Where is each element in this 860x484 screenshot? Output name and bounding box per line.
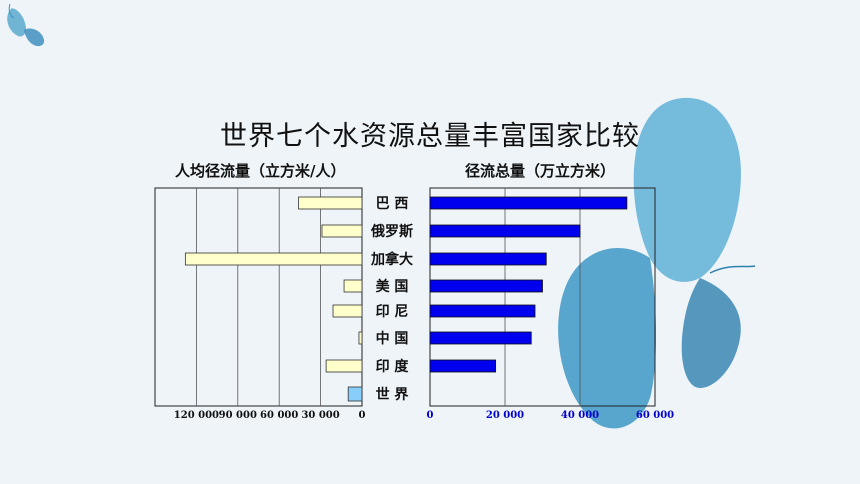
category-label: 俄罗斯 bbox=[370, 223, 413, 240]
left-bar bbox=[358, 331, 363, 345]
category-label: 加拿大 bbox=[370, 251, 413, 268]
butterfly-small-icon bbox=[7, 3, 45, 47]
left-bar bbox=[298, 196, 363, 210]
right-bar bbox=[429, 304, 536, 318]
category-label: 美 国 bbox=[376, 278, 409, 295]
right-tick-label: 60 000 bbox=[636, 410, 674, 421]
category-label: 巴 西 bbox=[376, 196, 409, 212]
right-bar bbox=[429, 224, 581, 238]
category-label: 印 度 bbox=[376, 358, 410, 375]
left-tick-label: 0 bbox=[359, 410, 366, 421]
right-bar bbox=[429, 196, 628, 210]
left-tick-label: 90 000 bbox=[219, 410, 257, 421]
left-tick-label: 60 000 bbox=[260, 410, 298, 421]
page-title: 世界七个水资源总量丰富国家比较 bbox=[220, 121, 640, 152]
left-bar bbox=[325, 359, 363, 373]
left-bar bbox=[343, 279, 363, 293]
category-label: 世 界 bbox=[376, 386, 410, 403]
category-label: 印 尼 bbox=[376, 303, 409, 320]
right-bar bbox=[429, 279, 543, 293]
left-bar bbox=[184, 252, 363, 266]
right-bar bbox=[429, 359, 497, 373]
left-bar bbox=[332, 304, 363, 318]
right-plot-frame bbox=[429, 187, 656, 407]
left-plot-frame bbox=[154, 187, 363, 407]
right-tick-label: 0 bbox=[427, 410, 434, 421]
left-tick-label: 120 000 bbox=[174, 410, 219, 421]
left-tick-label: 30 000 bbox=[301, 410, 339, 421]
right-tick-label: 40 000 bbox=[561, 410, 599, 421]
left-bar bbox=[321, 224, 363, 238]
left-bar-world bbox=[347, 386, 363, 402]
right-tick-label: 20 000 bbox=[486, 410, 524, 421]
butterfly-large-icon bbox=[558, 97, 756, 429]
right-bar bbox=[429, 252, 547, 266]
right-bar bbox=[429, 331, 532, 345]
category-label: 中 国 bbox=[376, 330, 409, 347]
right-chart-title: 径流总量（万立方米） bbox=[465, 162, 616, 180]
left-chart-title: 人均径流量（立方米/人） bbox=[175, 162, 346, 180]
